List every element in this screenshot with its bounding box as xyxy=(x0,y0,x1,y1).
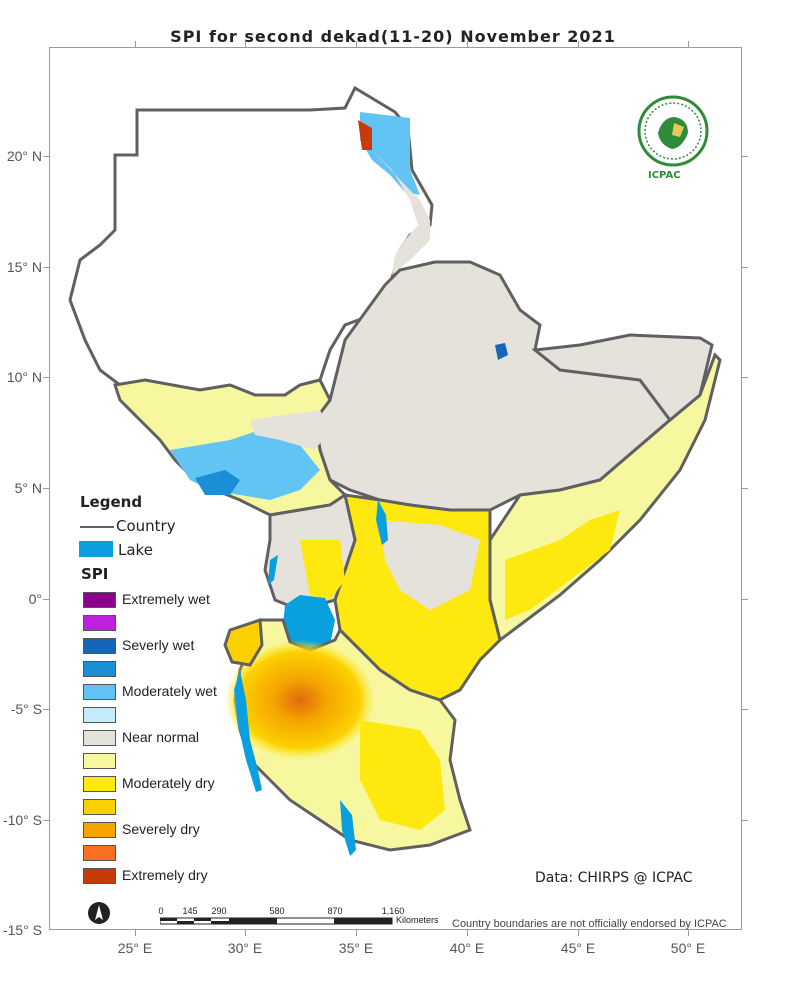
legend-swatch-5 xyxy=(83,707,116,723)
icpac-logo-icon xyxy=(637,95,709,167)
legend-swatch-1 xyxy=(83,615,116,631)
lon-label-50e: 50° E xyxy=(670,940,706,956)
scale-tick-1160: 1,160 xyxy=(381,906,405,916)
region-somalia-dry xyxy=(505,510,620,620)
lat-label-10n: 10° N xyxy=(6,369,42,385)
lake-albert xyxy=(268,555,278,585)
legend-country-label: Country xyxy=(116,517,176,535)
legend-swatch-9 xyxy=(83,799,116,815)
scale-tick-0: 0 xyxy=(158,906,164,916)
legend-label-8: Moderately dry xyxy=(122,775,215,791)
legend-title: Legend xyxy=(80,493,143,511)
legend-label-6: Near normal xyxy=(122,729,200,745)
legend-label-10: Severely dry xyxy=(122,821,200,837)
legend-label-0: Extremely wet xyxy=(122,591,210,607)
legend-label-4: Moderately wet xyxy=(122,683,217,699)
legend-country-line xyxy=(80,526,114,528)
region-somaliland xyxy=(531,333,714,423)
region-sudan-coast-wet xyxy=(360,112,420,195)
lat-label-10s: -10° S xyxy=(2,812,42,828)
region-kenya-normal xyxy=(380,520,480,610)
north-arrow-icon xyxy=(88,902,110,924)
boundary-disclaimer: Country boundaries are not officially en… xyxy=(452,918,727,930)
legend-spi-title: SPI xyxy=(81,565,109,583)
lat-label-5n: 5° N xyxy=(14,480,42,496)
scale-bar xyxy=(160,917,393,925)
scale-tick-870: 870 xyxy=(327,906,343,916)
legend-swatch-3 xyxy=(83,661,116,677)
lat-label-0: 0° xyxy=(28,591,42,607)
scale-tick-580: 580 xyxy=(269,906,285,916)
region-uganda-dry xyxy=(300,540,345,600)
lat-label-5s: -5° S xyxy=(10,701,42,717)
region-tanzania-dry-core xyxy=(225,640,375,760)
lon-label-40e: 40° E xyxy=(449,940,485,956)
region-tanzania-dry xyxy=(360,720,445,830)
region-sudan-coast-normal xyxy=(372,150,430,275)
scale-tick-290: 290 xyxy=(211,906,227,916)
region-south-sudan-wet-core xyxy=(195,470,240,495)
legend-swatch-10 xyxy=(83,822,116,838)
lon-label-30e: 30° E xyxy=(227,940,263,956)
map-title: SPI for second dekad(11-20) November 202… xyxy=(170,27,616,46)
legend-swatch-2 xyxy=(83,638,116,654)
map-frame xyxy=(49,47,742,930)
icpac-logo-text: ICPAC xyxy=(648,170,681,181)
lat-label-20n: 20° N xyxy=(6,148,42,164)
lon-label-25e: 25° E xyxy=(117,940,153,956)
legend-swatch-4 xyxy=(83,684,116,700)
lake-victoria xyxy=(283,595,335,650)
legend-swatch-0 xyxy=(83,592,116,608)
lake-tanganyika xyxy=(234,670,262,792)
lat-label-15s: -15° S xyxy=(2,922,42,938)
legend-swatch-7 xyxy=(83,753,116,769)
lon-label-45e: 45° E xyxy=(560,940,596,956)
lake-tana xyxy=(495,343,508,360)
scale-tick-145: 145 xyxy=(182,906,198,916)
lon-label-35e: 35° E xyxy=(338,940,374,956)
legend-label-2: Severly wet xyxy=(122,637,195,653)
data-source: Data: CHIRPS @ ICPAC xyxy=(535,870,693,886)
region-south-sudan-normal xyxy=(250,410,330,450)
lat-label-15n: 15° N xyxy=(6,259,42,275)
legend-lake-label: Lake xyxy=(118,541,153,559)
legend-swatch-11 xyxy=(83,845,116,861)
legend-lake-swatch xyxy=(79,541,113,557)
region-rwanda-burundi xyxy=(223,617,264,667)
lake-malawi xyxy=(340,800,356,856)
legend-swatch-6 xyxy=(83,730,116,746)
legend-swatch-12 xyxy=(83,868,116,884)
legend-label-12: Extremely dry xyxy=(122,867,208,883)
region-sudan-coast-dry xyxy=(358,120,372,150)
lake-turkana xyxy=(376,500,388,545)
scale-unit: Kilometers xyxy=(396,915,439,925)
legend-swatch-8 xyxy=(83,776,116,792)
